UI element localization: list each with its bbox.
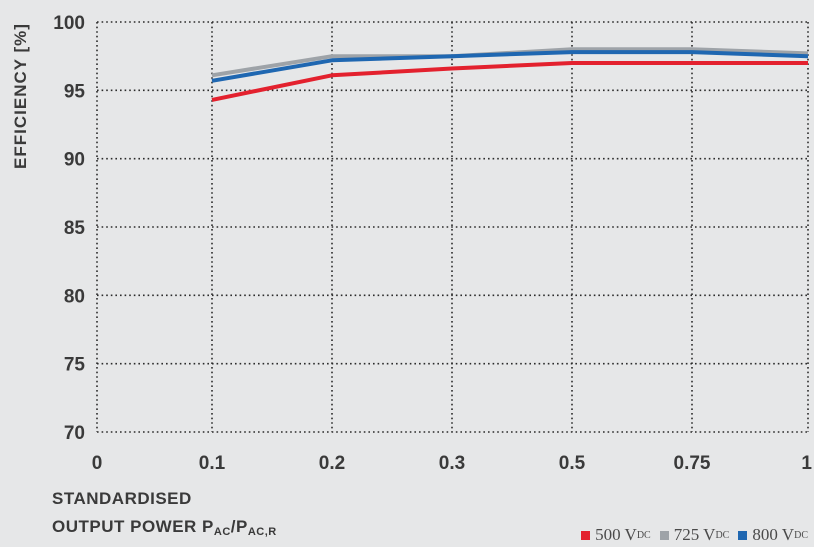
x-tick-label: 0.75: [674, 453, 711, 474]
series-line-500v: [211, 61, 808, 102]
x-axis-label: STANDARDISED OUTPUT POWER PAC/PAC,R: [52, 485, 277, 546]
x-tick-label: 0.1: [199, 453, 226, 474]
y-tick-label: 100: [53, 13, 85, 34]
y-tick-label: 70: [64, 423, 85, 444]
legend-swatch-800: [738, 530, 748, 540]
y-tick-label: 80: [64, 286, 85, 307]
y-tick-label: 95: [64, 81, 86, 102]
y-tick-label: 75: [64, 355, 86, 376]
y-tick-label: 85: [64, 218, 86, 239]
legend-item-800: 800 V DC: [738, 525, 808, 545]
x-tick-label: 0.2: [319, 453, 345, 474]
x-tick-label: 0.3: [439, 453, 465, 474]
x-tick-label: 1: [801, 453, 812, 474]
legend: 500 V DC 725 V DC 800 V DC: [581, 525, 808, 545]
y-tick-labels: 70 75 80 85 90 95 100: [53, 13, 85, 444]
legend-item-500: 500 V DC: [581, 525, 651, 545]
x-axis-label-line1: STANDARDISED: [52, 489, 192, 508]
series-line-800v: [211, 50, 809, 83]
legend-swatch-725: [659, 530, 669, 540]
series-lines: [211, 47, 809, 102]
grid-lines: [97, 21, 809, 432]
x-tick-label: 0.5: [559, 453, 586, 474]
axis: [96, 22, 808, 433]
y-tick-label: 90: [64, 150, 85, 171]
y-axis-label: EFFICIENCY [%]: [11, 23, 30, 169]
x-axis-label-line2: OUTPUT POWER PAC/PAC,R: [52, 517, 277, 538]
x-tick-labels: 0 0.1 0.2 0.3 0.5 0.75 1: [92, 453, 813, 474]
legend-swatch-500: [581, 530, 591, 540]
x-tick-label: 0: [92, 453, 103, 474]
legend-item-725: 725 V DC: [659, 525, 729, 545]
